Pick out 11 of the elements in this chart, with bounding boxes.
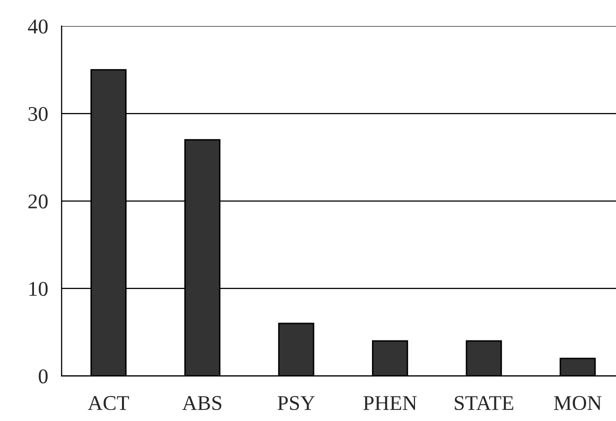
x-tick-label: ACT xyxy=(88,396,130,410)
x-tick-label: PSY xyxy=(278,396,315,410)
y-tick-label: 20 xyxy=(28,194,48,208)
x-tick-label: STATE xyxy=(454,396,514,410)
y-tick-label: 30 xyxy=(28,106,48,121)
x-tick-label: ABS xyxy=(182,396,222,410)
y-tick-label: 10 xyxy=(29,282,48,296)
x-tick-label: PHEN xyxy=(363,396,417,410)
y-tick-label: 40 xyxy=(28,19,48,34)
x-tick-label: MON xyxy=(554,396,602,410)
y-tick-label: 0 xyxy=(38,369,48,384)
